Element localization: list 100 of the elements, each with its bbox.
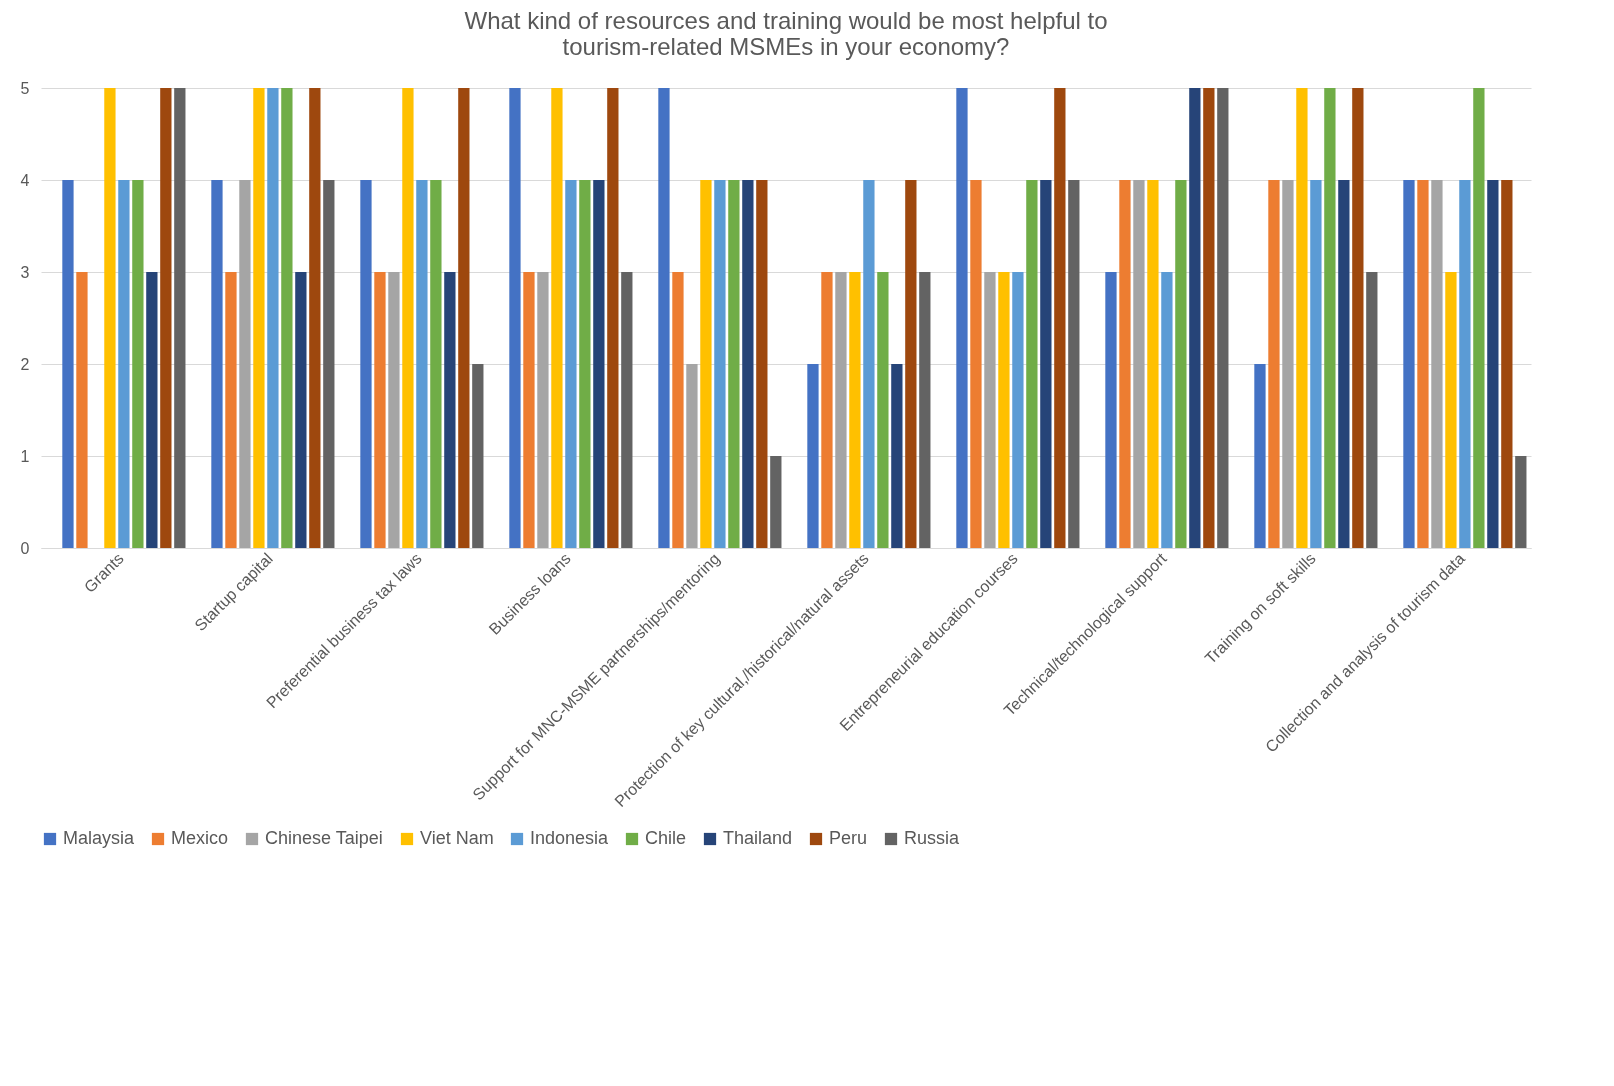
bar xyxy=(239,180,251,548)
bar xyxy=(1282,180,1294,548)
bar xyxy=(1189,88,1201,548)
bar xyxy=(1487,180,1499,548)
bar xyxy=(281,88,293,548)
bar xyxy=(700,180,712,548)
bar xyxy=(402,88,414,548)
bar xyxy=(253,88,265,548)
bar xyxy=(62,180,74,548)
bar xyxy=(1119,180,1131,548)
bar xyxy=(323,180,335,548)
bar xyxy=(104,88,116,548)
bar xyxy=(1203,88,1215,548)
bar xyxy=(267,88,279,548)
bar xyxy=(984,272,996,548)
y-tick-label: 2 xyxy=(20,355,30,373)
bar xyxy=(523,272,535,548)
bar xyxy=(146,272,158,548)
legend-label: Chile xyxy=(645,828,687,848)
bar xyxy=(211,180,223,548)
bar xyxy=(956,88,968,548)
bar xyxy=(551,88,563,548)
y-tick-label: 5 xyxy=(20,79,30,97)
bar xyxy=(742,180,754,548)
legend-label: Indonesia xyxy=(530,828,610,848)
bar xyxy=(1054,88,1066,548)
bar xyxy=(728,180,740,548)
legend-label: Viet Nam xyxy=(420,828,494,848)
legend-label: Malaysia xyxy=(63,828,136,848)
bar xyxy=(360,180,372,548)
bar xyxy=(1403,180,1415,548)
bar xyxy=(1445,272,1457,548)
bar xyxy=(821,272,833,548)
bar xyxy=(295,272,307,548)
bar xyxy=(416,180,428,548)
bar xyxy=(1133,180,1145,548)
legend-label: Peru xyxy=(829,828,868,848)
y-tick-label: 0 xyxy=(20,539,30,557)
bar xyxy=(1352,88,1364,548)
bar xyxy=(472,364,484,548)
bar xyxy=(309,88,321,548)
bar xyxy=(891,364,903,548)
bar xyxy=(686,364,698,548)
bar xyxy=(1515,456,1527,548)
bar xyxy=(1026,180,1038,548)
bar xyxy=(1296,88,1308,548)
bar xyxy=(509,88,521,548)
bar xyxy=(593,180,605,548)
bar xyxy=(374,272,386,548)
bar xyxy=(1147,180,1159,548)
bar xyxy=(458,88,470,548)
chart-title: What kind of resources and training would be most helpful to tourism-related MSMEs in your economy? xyxy=(464,7,1108,60)
bar xyxy=(537,272,549,548)
bar xyxy=(444,272,456,548)
bar xyxy=(579,180,591,548)
bar xyxy=(565,180,577,548)
bar xyxy=(1338,180,1350,548)
bar xyxy=(756,180,768,548)
legend-label: Chinese Taipei xyxy=(265,828,383,848)
bar xyxy=(1501,180,1513,548)
legend-label: Thailand xyxy=(723,828,793,848)
bar xyxy=(621,272,633,548)
bar xyxy=(174,88,186,548)
bar xyxy=(770,456,782,548)
legend-label: Mexico xyxy=(171,828,229,848)
bar xyxy=(430,180,442,548)
bar xyxy=(1417,180,1429,548)
bar xyxy=(76,272,88,548)
bar xyxy=(658,88,670,548)
bar xyxy=(132,180,144,548)
legend-label: Russia xyxy=(904,828,961,848)
bar xyxy=(849,272,861,548)
bar xyxy=(225,272,237,548)
bar xyxy=(1161,272,1173,548)
bar xyxy=(1068,180,1080,548)
bar xyxy=(1268,180,1280,548)
bar xyxy=(807,364,819,548)
bar xyxy=(607,88,619,548)
bar xyxy=(118,180,130,548)
bar xyxy=(835,272,847,548)
bar xyxy=(877,272,889,548)
bar xyxy=(1254,364,1266,548)
bar xyxy=(160,88,172,548)
bar xyxy=(1105,272,1117,548)
bar xyxy=(1431,180,1443,548)
bar xyxy=(714,180,726,548)
y-tick-label: 3 xyxy=(20,263,30,281)
bar xyxy=(863,180,875,548)
bar xyxy=(905,180,917,548)
bar xyxy=(1473,88,1485,548)
y-tick-label: 4 xyxy=(20,171,30,189)
bar xyxy=(388,272,400,548)
bar xyxy=(1310,180,1322,548)
bar xyxy=(672,272,684,548)
bar xyxy=(1324,88,1336,548)
bar xyxy=(919,272,931,548)
bar xyxy=(1459,180,1471,548)
bar xyxy=(1012,272,1024,548)
bar xyxy=(970,180,982,548)
y-tick-label: 1 xyxy=(20,447,30,465)
